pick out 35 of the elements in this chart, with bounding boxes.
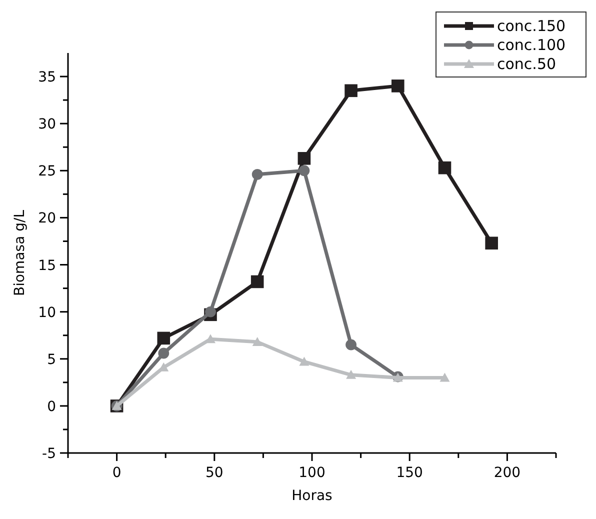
- x-tick-label: 150: [396, 465, 423, 481]
- point: [344, 84, 358, 98]
- point: [250, 275, 264, 288]
- y-tick-label: 15: [38, 258, 56, 274]
- point: [157, 332, 170, 345]
- legend-label: conc.100: [497, 36, 566, 54]
- point: [346, 339, 356, 350]
- point: [205, 306, 216, 318]
- point: [298, 165, 310, 176]
- y-tick-label: 5: [47, 352, 56, 368]
- point: [346, 370, 356, 379]
- x-tick-label: 100: [298, 465, 326, 481]
- y-tick-label: 10: [38, 304, 56, 321]
- legend-label: conc.150: [497, 17, 566, 35]
- x-tick-label: 0: [112, 465, 122, 481]
- point: [298, 152, 311, 165]
- point: [158, 348, 170, 359]
- point: [299, 356, 310, 366]
- legend-label: conc.50: [497, 55, 556, 73]
- y-tick-label: 20: [38, 210, 56, 227]
- y-tick-label: -5: [42, 446, 56, 462]
- x-tick-label: 50: [205, 465, 224, 481]
- point: [252, 336, 262, 346]
- y-tick-label: 25: [38, 164, 56, 180]
- y-tick-label: 30: [38, 116, 56, 133]
- point: [485, 236, 498, 250]
- y-tick-label: 0: [47, 398, 56, 415]
- point: [252, 168, 263, 180]
- point: [438, 161, 452, 174]
- point: [391, 80, 404, 92]
- y-axis-title: Biomasa g/L: [12, 210, 28, 296]
- point: [440, 372, 450, 382]
- y-tick-label: 35: [38, 70, 56, 86]
- x-axis-title: Horas: [292, 488, 332, 504]
- x-tick-label: 200: [494, 465, 521, 481]
